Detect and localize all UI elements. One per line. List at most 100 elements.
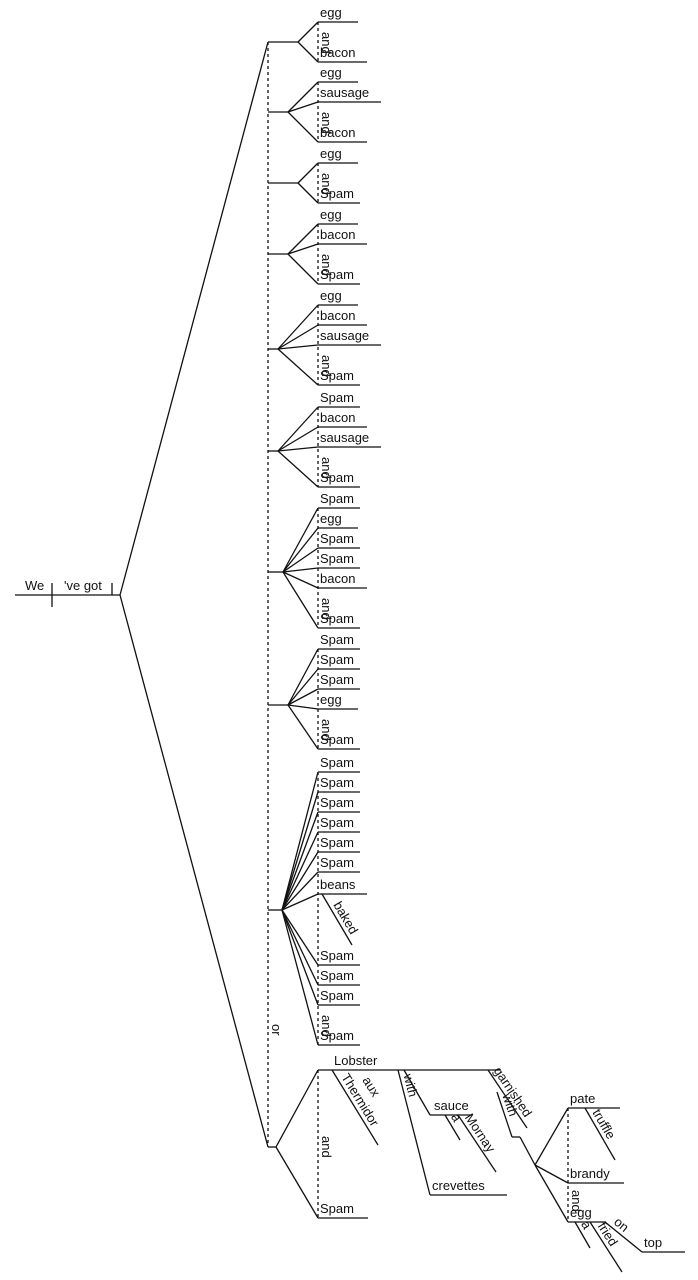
garnish-item: egg	[570, 1205, 592, 1220]
line	[119, 594, 269, 1148]
item: Spam	[320, 948, 354, 963]
item: Spam	[320, 988, 354, 1003]
line	[297, 21, 319, 43]
prep-object: crevettes	[432, 1178, 485, 1193]
line	[321, 893, 353, 946]
conjunction: and	[319, 457, 334, 479]
line	[275, 1069, 319, 1148]
item: sausage	[320, 430, 369, 445]
line	[287, 101, 319, 113]
line	[397, 1069, 431, 1196]
line	[487, 1069, 528, 1129]
line	[282, 527, 319, 573]
item: egg	[320, 511, 342, 526]
item: Spam	[320, 368, 354, 383]
line	[287, 688, 319, 706]
line	[297, 162, 319, 184]
line	[604, 1221, 643, 1253]
item: Spam	[320, 267, 354, 282]
line	[534, 1107, 569, 1166]
item: Spam	[320, 611, 354, 626]
line	[282, 567, 319, 573]
item: bacon	[320, 308, 355, 323]
line	[287, 668, 319, 706]
garnish-item: pate	[570, 1091, 595, 1106]
line	[277, 348, 319, 386]
line	[281, 909, 319, 966]
line	[282, 507, 319, 573]
item: egg	[320, 692, 342, 707]
line	[281, 909, 319, 1006]
line	[297, 182, 319, 204]
item: Spam	[320, 632, 354, 647]
conjunction: and	[319, 1015, 334, 1037]
item: Lobster	[334, 1053, 378, 1068]
item: Spam	[320, 835, 354, 850]
item: bacon	[320, 571, 355, 586]
line	[281, 909, 319, 986]
conjunction: and	[319, 254, 334, 276]
conjunction: and	[569, 1190, 584, 1212]
preposition: with	[499, 1090, 521, 1118]
item: Spam	[320, 855, 354, 870]
verb: 've got	[64, 578, 102, 593]
line	[281, 909, 319, 1046]
item: bacon	[320, 410, 355, 425]
line	[287, 81, 319, 113]
item: Spam	[320, 775, 354, 790]
line	[282, 571, 319, 629]
line	[277, 406, 319, 452]
item: egg	[320, 146, 342, 161]
line	[287, 253, 319, 285]
item: bacon	[320, 125, 355, 140]
line	[589, 1221, 623, 1273]
line	[584, 1107, 616, 1161]
line	[277, 304, 319, 350]
item: Spam	[320, 1028, 354, 1043]
conjunction: and	[319, 173, 334, 195]
item: Spam	[320, 755, 354, 770]
line	[574, 1221, 591, 1249]
conjunction: and	[319, 32, 334, 54]
item: egg	[320, 288, 342, 303]
item: Spam	[320, 795, 354, 810]
item: beans	[320, 877, 356, 892]
line	[277, 344, 319, 350]
item: Spam	[320, 815, 354, 830]
item: Spam	[320, 470, 354, 485]
subject: We	[25, 578, 44, 593]
conjunction: and	[319, 355, 334, 377]
line	[282, 547, 319, 573]
line	[281, 771, 319, 911]
item: Spam	[320, 390, 354, 405]
line	[277, 426, 319, 452]
item: egg	[320, 5, 342, 20]
line	[287, 704, 319, 750]
item: Spam	[320, 732, 354, 747]
item: Spam	[320, 652, 354, 667]
item: bacon	[320, 45, 355, 60]
item: Spam	[320, 1201, 354, 1216]
preposition: with	[400, 1071, 421, 1098]
conjunction: and	[319, 598, 334, 620]
line	[281, 893, 319, 911]
garnish-item: brandy	[570, 1166, 610, 1181]
modifier: baked	[330, 899, 361, 937]
item: egg	[320, 65, 342, 80]
line	[277, 446, 319, 452]
line	[281, 851, 319, 911]
item: Spam	[320, 491, 354, 506]
line	[277, 450, 319, 488]
line	[534, 1164, 569, 1184]
item: Spam	[320, 551, 354, 566]
line	[331, 1069, 379, 1146]
line	[287, 648, 319, 706]
line	[444, 1114, 461, 1141]
item: sausage	[320, 85, 369, 100]
line	[519, 1136, 536, 1166]
conjunction: and	[319, 719, 334, 741]
item: Spam	[320, 186, 354, 201]
line	[287, 111, 319, 143]
item: Spam	[320, 968, 354, 983]
